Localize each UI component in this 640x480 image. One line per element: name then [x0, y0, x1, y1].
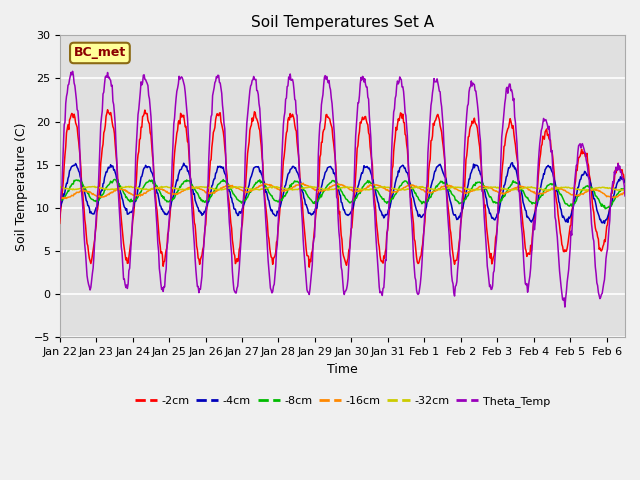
Y-axis label: Soil Temperature (C): Soil Temperature (C)	[15, 122, 28, 251]
Title: Soil Temperatures Set A: Soil Temperatures Set A	[251, 15, 434, 30]
X-axis label: Time: Time	[327, 362, 358, 375]
Legend: -2cm, -4cm, -8cm, -16cm, -32cm, Theta_Temp: -2cm, -4cm, -8cm, -16cm, -32cm, Theta_Te…	[131, 391, 554, 411]
Text: BC_met: BC_met	[74, 47, 126, 60]
